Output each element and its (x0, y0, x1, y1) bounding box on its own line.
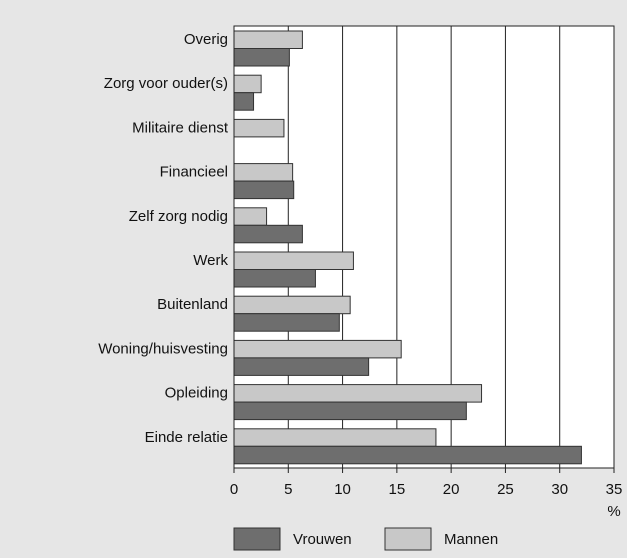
legend-swatch (233, 527, 281, 551)
bar (233, 445, 582, 465)
bar (233, 313, 340, 332)
bar (233, 30, 303, 49)
bar (233, 357, 370, 376)
x-tick-label: 15 (389, 481, 406, 498)
y-tick-label: Einde relatie (145, 429, 228, 446)
x-tick-label: 25 (497, 481, 514, 498)
bar (233, 384, 483, 403)
y-tick-label: Overig (184, 31, 228, 48)
bar (233, 163, 294, 182)
bar (233, 339, 402, 359)
bar (233, 207, 268, 226)
bar (233, 74, 262, 94)
x-axis-label: % (607, 503, 620, 520)
legend-label: Vrouwen (293, 531, 352, 548)
legend-swatch (384, 527, 432, 551)
y-tick-label: Woning/huisvesting (98, 340, 228, 357)
x-tick-label: 35 (606, 481, 623, 498)
x-tick-label: 5 (284, 481, 292, 498)
bar (233, 180, 295, 200)
y-tick-label: Werk (193, 252, 228, 269)
bar (233, 401, 467, 421)
bar (233, 92, 255, 111)
y-tick-label: Zorg voor ouder(s) (104, 75, 228, 92)
bar (233, 48, 290, 67)
bar (233, 224, 303, 244)
x-tick-label: 30 (551, 481, 568, 498)
legend-label: Mannen (444, 531, 498, 548)
bar (233, 295, 351, 315)
y-tick-label: Opleiding (165, 385, 228, 402)
y-tick-label: Militaire dienst (132, 119, 229, 136)
bar (233, 251, 354, 270)
y-tick-label: Zelf zorg nodig (129, 208, 228, 225)
bar (233, 118, 285, 138)
bar (233, 269, 316, 288)
x-tick-label: 0 (230, 481, 238, 498)
bar (233, 428, 437, 447)
y-tick-label: Buitenland (157, 296, 228, 313)
x-tick-label: 10 (334, 481, 351, 498)
x-tick-label: 20 (443, 481, 460, 498)
y-tick-label: Financieel (160, 164, 228, 181)
